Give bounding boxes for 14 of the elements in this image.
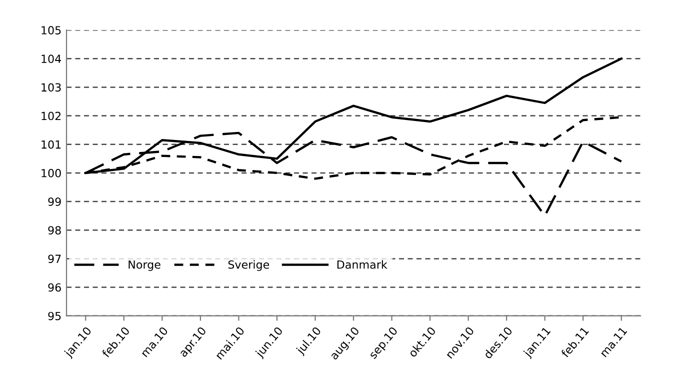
- y-tick-label: 99: [48, 198, 61, 206]
- y-tick-label: 101: [42, 140, 61, 149]
- legend-label: Norge: [128, 260, 160, 271]
- legend-label: Danmark: [337, 260, 388, 269]
- y-tick-label: 102: [42, 112, 61, 120]
- y-tick-label: 104: [42, 54, 62, 64]
- y-tick-label: 96: [48, 283, 61, 292]
- y-tick-label: 97: [48, 254, 61, 264]
- y-tick-label: 95: [48, 312, 61, 320]
- legend-label: Sverige: [228, 260, 270, 271]
- y-tick-label: 105: [42, 26, 61, 34]
- y-tick-label: 98: [48, 226, 61, 234]
- y-tick-label: 103: [42, 83, 61, 92]
- y-tick-label: 100: [42, 168, 61, 178]
